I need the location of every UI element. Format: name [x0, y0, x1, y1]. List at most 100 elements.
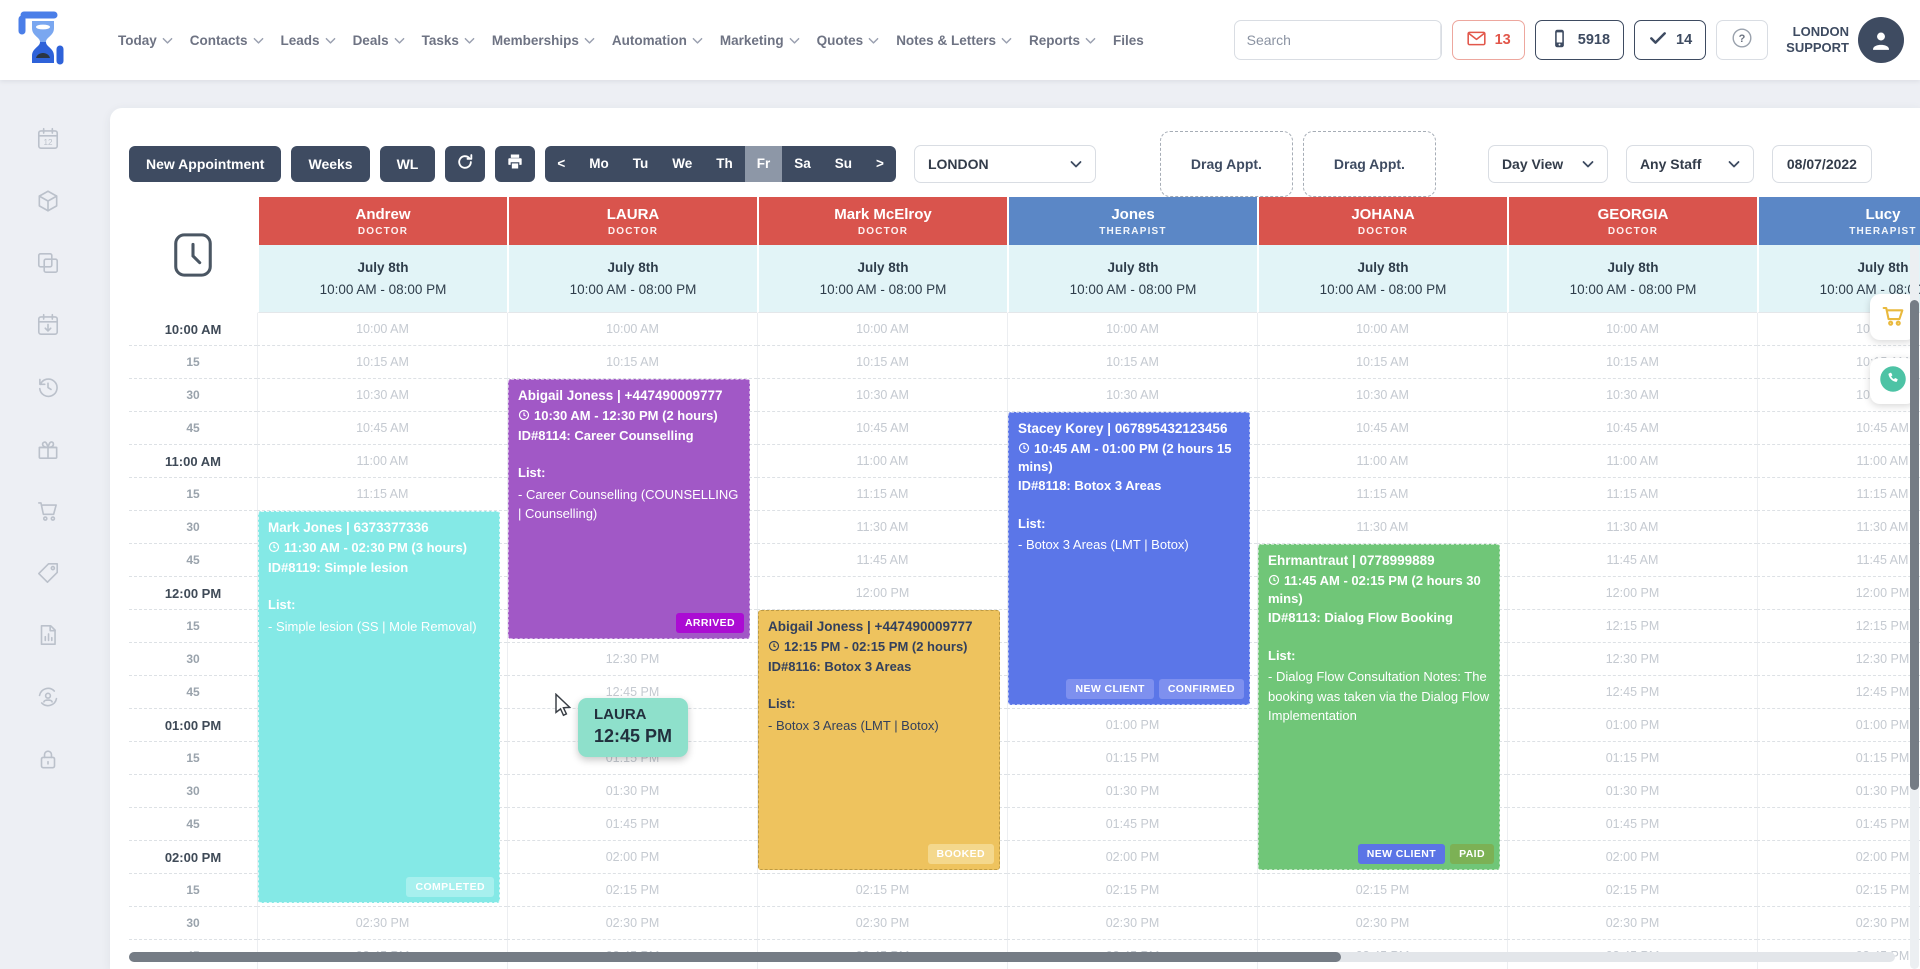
appointment-card[interactable]: Stacey Korey | 067895432123456 10:45 AM -…	[1008, 412, 1250, 705]
nav-item-files[interactable]: Files	[1113, 33, 1144, 48]
calendar-slot[interactable]: 12:00 PM	[757, 577, 1007, 610]
calendar-slot[interactable]: 11:15 AM	[1257, 478, 1507, 511]
calendar-slot[interactable]: 02:15 PM	[507, 874, 757, 907]
calendar-slot[interactable]: 01:30 PM	[507, 775, 757, 808]
calendar-slot[interactable]: 01:45 PM	[1757, 808, 1920, 841]
duplicate-icon[interactable]	[35, 250, 61, 276]
nav-item-marketing[interactable]: Marketing	[720, 33, 800, 48]
day-mo[interactable]: Mo	[589, 156, 609, 171]
calendar-slot[interactable]: 11:00 AM	[757, 445, 1007, 478]
calendar-slot[interactable]: 10:45 AM	[1757, 412, 1920, 445]
new-appointment-button[interactable]: New Appointment	[129, 145, 282, 182]
calendar-slot[interactable]: 11:00 AM	[1257, 445, 1507, 478]
calendar-slot[interactable]: 02:30 PM	[1257, 907, 1507, 940]
search-input[interactable]	[1234, 32, 1440, 48]
calendar-import-icon[interactable]	[35, 312, 61, 338]
calendar-slot[interactable]: 12:45 PM	[1757, 676, 1920, 709]
calendar-slot[interactable]: 10:15 AM	[757, 346, 1007, 379]
phone-quick-button[interactable]	[1870, 358, 1916, 404]
calendar-slot[interactable]: 10:00 AM	[1507, 313, 1757, 346]
appointment-card[interactable]: Abigail Joness | +447490009777 10:30 AM -…	[508, 379, 750, 639]
nav-item-today[interactable]: Today	[118, 33, 173, 48]
calendar-slot[interactable]: 10:30 AM	[757, 379, 1007, 412]
user-sync-icon[interactable]	[35, 684, 61, 710]
calendar-slot[interactable]: 11:30 AM	[757, 511, 1007, 544]
package-icon[interactable]	[35, 188, 61, 214]
nav-item-leads[interactable]: Leads	[281, 33, 336, 48]
calendar-slot[interactable]: 12:30 PM	[1757, 643, 1920, 676]
calendar-slot[interactable]: 01:15 PM	[1507, 742, 1757, 775]
calendar-slot[interactable]: 02:15 PM	[1257, 874, 1507, 907]
calendar-slot[interactable]: 02:30 PM	[1007, 907, 1257, 940]
gift-icon[interactable]	[35, 436, 61, 462]
calendar-slot[interactable]: 02:00 PM	[1757, 841, 1920, 874]
day-sa[interactable]: Sa	[794, 156, 811, 171]
calendar-slot[interactable]: 11:15 AM	[257, 478, 507, 511]
calendar-slot[interactable]: 02:30 PM	[507, 907, 757, 940]
print-button[interactable]	[495, 145, 536, 182]
nav-item-contacts[interactable]: Contacts	[190, 33, 264, 48]
calendar-slot[interactable]: 11:30 AM	[1507, 511, 1757, 544]
calendar-date-icon[interactable]: 12	[35, 126, 61, 152]
day-th[interactable]: Th	[716, 156, 733, 171]
day-fr[interactable]: Fr	[744, 145, 783, 182]
location-select[interactable]: LONDON	[913, 144, 1096, 183]
calendar-slot[interactable]: 10:30 AM	[257, 379, 507, 412]
staff-header-mark-mcelroy[interactable]: Mark McElroy DOCTOR	[757, 197, 1007, 245]
calendar-slot[interactable]: 10:30 AM	[1007, 379, 1257, 412]
nav-item-memberships[interactable]: Memberships	[492, 33, 595, 48]
calendar-slot[interactable]: 12:15 PM	[1507, 610, 1757, 643]
app-logo[interactable]	[18, 11, 66, 69]
day-we[interactable]: We	[672, 156, 693, 171]
appointment-card[interactable]: Mark Jones | 6373377336 11:30 AM - 02:30 …	[258, 511, 500, 903]
drag-appointment-slot-2[interactable]: Drag Appt.	[1302, 130, 1436, 197]
refresh-button[interactable]	[445, 145, 486, 182]
calendar-slot[interactable]: 11:15 AM	[1507, 478, 1757, 511]
calendar-slot[interactable]: 02:30 PM	[1757, 907, 1920, 940]
staff-header-jones[interactable]: Jones THERAPIST	[1007, 197, 1257, 245]
calendar-slot[interactable]: 01:00 PM	[1507, 709, 1757, 742]
calendar-slot[interactable]: 01:00 PM	[1757, 709, 1920, 742]
calendar-slot[interactable]: 10:15 AM	[507, 346, 757, 379]
calendar-slot[interactable]: 11:15 AM	[1757, 478, 1920, 511]
price-tag-icon[interactable]	[35, 560, 61, 586]
day-nav-prev[interactable]: <	[557, 156, 566, 171]
calendar-slot[interactable]: 01:45 PM	[1507, 808, 1757, 841]
calendar-slot[interactable]: 02:00 PM	[1507, 841, 1757, 874]
account-menu[interactable]: LONDON SUPPORT	[1786, 17, 1904, 63]
calendar-slot[interactable]: 01:30 PM	[1507, 775, 1757, 808]
messages-button[interactable]: 13	[1451, 20, 1525, 60]
calendar-slot[interactable]: 01:45 PM	[1007, 808, 1257, 841]
nav-item-reports[interactable]: Reports	[1029, 33, 1096, 48]
calendar-slot[interactable]: 02:30 PM	[757, 907, 1007, 940]
calendar-slot[interactable]: 10:30 AM	[1507, 379, 1757, 412]
cart-quick-button[interactable]	[1870, 294, 1916, 340]
waitlist-button[interactable]: WL	[379, 145, 436, 182]
calendar-slot[interactable]: 02:00 PM	[1007, 841, 1257, 874]
nav-item-quotes[interactable]: Quotes	[817, 33, 880, 48]
calendar-slot[interactable]: 01:15 PM	[1007, 742, 1257, 775]
date-picker[interactable]: 08/07/2022	[1771, 144, 1872, 183]
calendar-slot[interactable]: 10:00 AM	[1007, 313, 1257, 346]
calendar-slot[interactable]: 12:30 PM	[507, 643, 757, 676]
calendar-slot[interactable]: 02:30 PM	[257, 907, 507, 940]
calendar-slot[interactable]: 10:15 AM	[257, 346, 507, 379]
calendar-slot[interactable]: 10:00 AM	[757, 313, 1007, 346]
calendar-slot[interactable]: 11:30 AM	[1257, 511, 1507, 544]
calendar-slot[interactable]: 11:00 AM	[1757, 445, 1920, 478]
calendar-slot[interactable]: 02:15 PM	[1507, 874, 1757, 907]
calendar-slot[interactable]: 11:45 AM	[757, 544, 1007, 577]
shopping-cart-icon[interactable]	[35, 498, 61, 524]
nav-item-notes-letters[interactable]: Notes & Letters	[896, 33, 1012, 48]
calendar-slot[interactable]: 01:45 PM	[507, 808, 757, 841]
calendar-slot[interactable]: 12:15 PM	[1757, 610, 1920, 643]
day-tu[interactable]: Tu	[632, 156, 649, 171]
appointment-card[interactable]: Abigail Joness | +447490009777 12:15 PM -…	[758, 610, 1000, 870]
staff-header-johana[interactable]: JOHANA DOCTOR	[1257, 197, 1507, 245]
calendar-slot[interactable]: 12:00 PM	[1507, 577, 1757, 610]
calendar-slot[interactable]: 01:30 PM	[1757, 775, 1920, 808]
calendar-slot[interactable]: 02:30 PM	[1507, 907, 1757, 940]
tasks-button[interactable]: 14	[1634, 20, 1707, 60]
appointment-card[interactable]: Ehrmantraut | 0778999889 11:45 AM - 02:15…	[1258, 544, 1500, 870]
calendar-slot[interactable]: 10:45 AM	[1257, 412, 1507, 445]
